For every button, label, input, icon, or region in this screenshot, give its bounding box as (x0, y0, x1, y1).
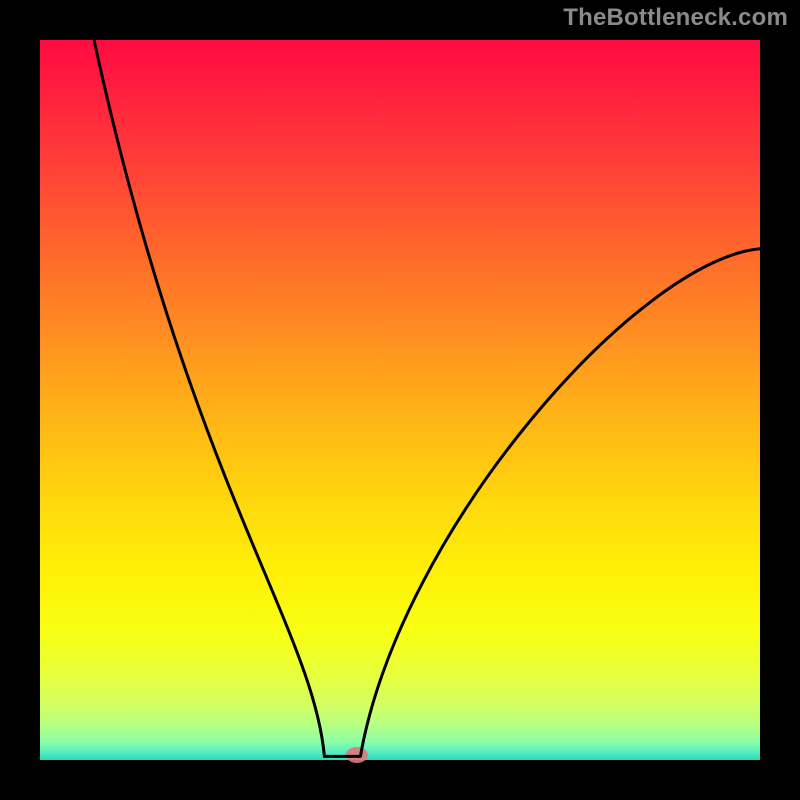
bottleneck-chart (0, 0, 800, 800)
watermark-text: TheBottleneck.com (563, 4, 788, 32)
plot-background (40, 40, 760, 760)
